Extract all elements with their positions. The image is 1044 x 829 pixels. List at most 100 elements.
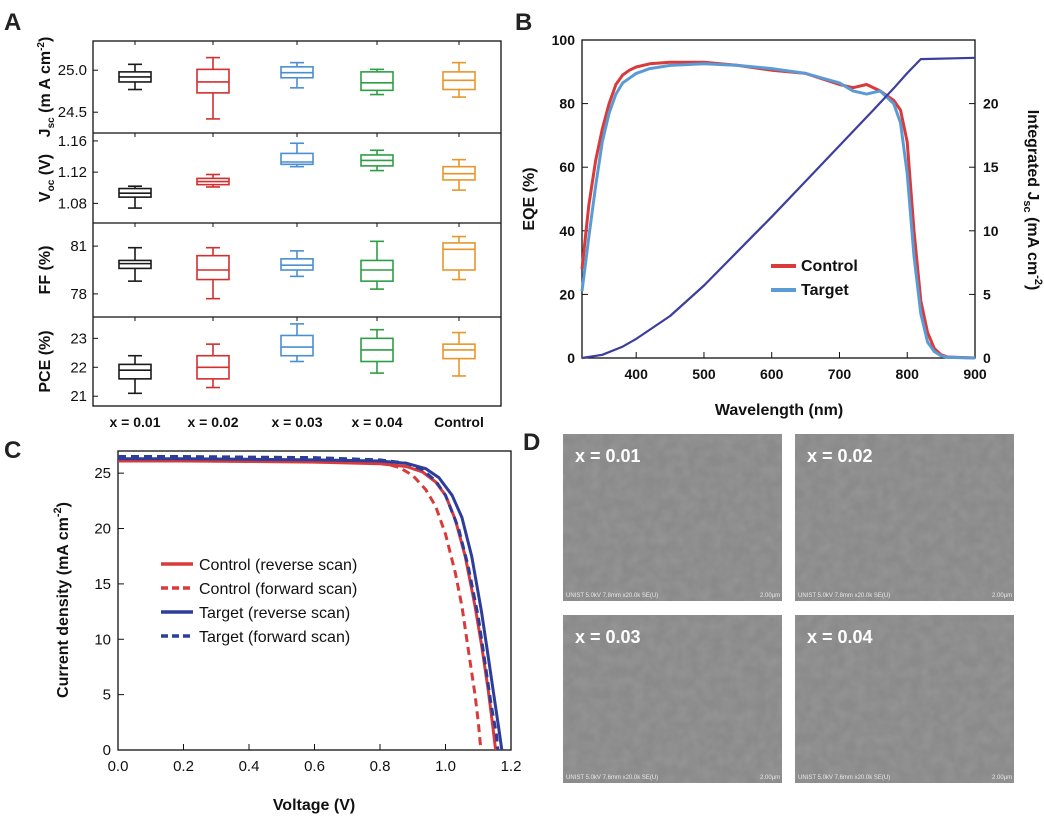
box-2 [196, 246, 230, 300]
y-axis-label: Voc (V) [37, 154, 57, 202]
panel-label-b: B [515, 9, 532, 36]
panel-c-legend: Control (reverse scan) Control (forward … [161, 557, 357, 646]
box-2 [196, 56, 230, 120]
box-iqr [196, 68, 230, 94]
y2-tick-label: 15 [983, 159, 999, 175]
box-3 [280, 61, 314, 89]
x-tick-label: 0.8 [370, 758, 391, 775]
pce-subplot: 21 22 23 PCE (%) [37, 317, 476, 405]
panel-label-a: A [4, 9, 21, 36]
tick-label: 21 [70, 388, 87, 405]
panel-label-d: D [523, 429, 540, 456]
y-tick-label: 100 [552, 32, 576, 48]
x-tick-label: 800 [896, 366, 920, 382]
box-iqr [280, 152, 314, 166]
sem-image-1-footer: UNIST 5.0kV 7.8mm x20.0k SE(U) [566, 593, 658, 599]
panel-b-y2-axis-label: Integrated Jsc (mA cm-2) [1021, 110, 1044, 291]
category-label: x = 0.02 [188, 414, 239, 430]
y-tick-label: 0 [103, 742, 111, 759]
tick-label: 1.12 [58, 164, 87, 181]
y2-tick-label: 10 [983, 223, 999, 239]
y-tick-label: 40 [559, 223, 575, 239]
y-tick-label: 5 [103, 687, 111, 704]
y-tick-label: 20 [559, 286, 575, 302]
x-tick-label: 0.6 [304, 758, 325, 775]
y-axis-label: PCE (%) [37, 330, 54, 392]
sem-image-1: x = 0.01 UNIST 5.0kV 7.8mm x20.0k SE(U) … [563, 434, 782, 601]
x-tick-label: 1.0 [435, 758, 456, 775]
box-iqr [196, 254, 230, 281]
x-tick-label: 600 [760, 366, 784, 382]
sem-image-4-label: x = 0.04 [807, 627, 873, 647]
x-tick-label: 0.0 [108, 758, 129, 775]
sem-image-3: x = 0.03 UNIST 5.0kV 7.6mm x20.0k SE(U) … [563, 615, 782, 783]
x-tick-label: 1.2 [501, 758, 522, 775]
box-1 [118, 246, 152, 282]
box-5 [442, 61, 476, 98]
box-1 [118, 354, 152, 395]
y-axis-label: FF (%) [37, 246, 54, 295]
sem-image-3-scale: 2.00µm [760, 775, 780, 781]
box-1 [118, 63, 152, 91]
tick-label: 25.0 [58, 62, 87, 79]
ff-subplot: 78 81 FF (%) [37, 223, 476, 303]
y-tick-label: 80 [559, 96, 575, 112]
panel-c-series [118, 455, 504, 751]
tick-label: 23 [70, 330, 87, 347]
box-5 [442, 235, 476, 281]
panel-c-y-axis-label: Current density (mA cm-2) [52, 502, 72, 698]
jv-curve-3 [118, 457, 504, 751]
tick-label: 24.5 [58, 104, 87, 121]
sem-image-2-photo [795, 434, 1014, 601]
x-tick-label: 500 [692, 366, 716, 382]
tick-label: 1.08 [58, 195, 87, 212]
panel-label-c: C [4, 437, 21, 464]
box-3 [280, 142, 314, 168]
box-3 [280, 250, 314, 278]
y2-tick-label: 20 [983, 96, 999, 112]
tick-label: 78 [70, 286, 87, 303]
sem-image-1-scale: 2.00µm [760, 593, 780, 599]
series-line-3 [581, 56, 976, 360]
x-tick-label: 400 [625, 366, 649, 382]
panel-a-category-labels: x = 0.01 x = 0.02 x = 0.03 x = 0.04 Control [110, 414, 484, 430]
box-iqr [360, 71, 394, 92]
sem-image-2-footer: UNIST 5.0kV 7.8mm x20.0k SE(U) [798, 593, 890, 599]
tick-label: 81 [70, 238, 87, 255]
box-iqr [118, 363, 152, 380]
category-label: Control [434, 414, 484, 430]
box-5 [442, 331, 476, 377]
panel-c-ticks: 0.0 0.2 0.4 0.6 0.8 1.0 1.2 0 5 10 15 20 25 [94, 465, 521, 775]
y-tick-label: 60 [559, 159, 575, 175]
series-line-2 [580, 62, 976, 360]
sem-image-4: x = 0.04 UNIST 5.0kV 7.6mm x20.0k SE(U) … [795, 615, 1014, 783]
panel-d-sem-images: x = 0.01 UNIST 5.0kV 7.8mm x20.0k SE(U) … [563, 434, 1014, 783]
tick-label: 1.16 [58, 133, 87, 150]
panel-b-legend: Control Target [771, 258, 858, 299]
panel-b-frame [581, 39, 976, 359]
box-4 [360, 240, 394, 290]
sem-image-4-scale: 2.00µm [992, 775, 1012, 781]
panel-c-jv-chart: 0.0 0.2 0.4 0.6 0.8 1.0 1.2 0 5 10 15 20 25 Voltage … [52, 450, 521, 814]
y-tick-label: 10 [94, 631, 111, 648]
y-tick-label: 20 [94, 521, 111, 538]
category-label: x = 0.03 [272, 414, 323, 430]
legend-label-target-reverse: Target (reverse scan) [199, 605, 350, 622]
x-tick-label: 0.4 [239, 758, 260, 775]
box-5 [442, 158, 476, 191]
panel-c-x-axis-label: Voltage (V) [273, 797, 355, 814]
y-tick-label: 15 [94, 576, 111, 593]
box-3 [280, 323, 314, 363]
legend-label-control-forward: Control (forward scan) [199, 581, 357, 598]
category-label: x = 0.01 [110, 414, 161, 430]
panel-b-x-axis-label: Wavelength (nm) [715, 402, 843, 419]
y-tick-label: 0 [567, 350, 575, 366]
y-axis-label: Jsc (m A cm-2) [36, 37, 57, 138]
sem-image-2: x = 0.02 UNIST 5.0kV 7.8mm x20.0k SE(U) … [795, 434, 1014, 601]
y2-tick-label: 0 [983, 350, 991, 366]
